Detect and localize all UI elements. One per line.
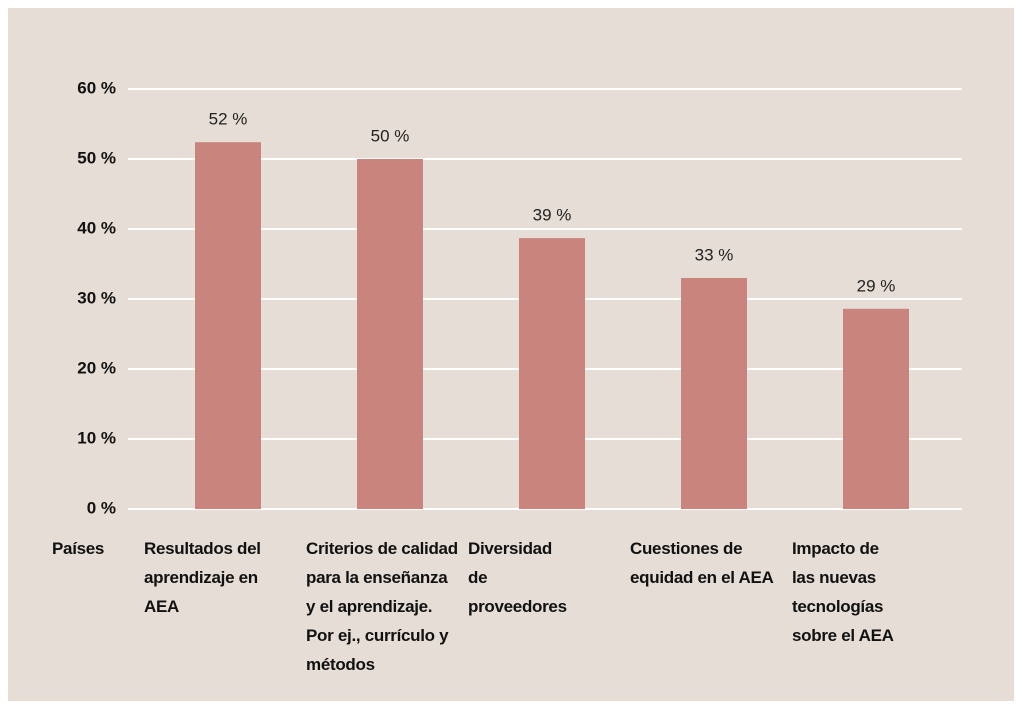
data-label: 29 % bbox=[857, 276, 896, 295]
x-tick-label: Cuestiones de equidad en el AEA bbox=[630, 539, 774, 587]
x-tick-label: Diversidad de proveedores bbox=[468, 539, 567, 616]
bar bbox=[519, 238, 585, 509]
data-label: 33 % bbox=[695, 245, 734, 264]
x-axis-label: Países bbox=[52, 539, 105, 558]
data-label: 39 % bbox=[533, 206, 572, 225]
x-tick-label: Resultados del aprendizaje en AEA bbox=[144, 539, 261, 616]
data-label: 50 % bbox=[371, 126, 410, 145]
y-tick-label: 10 % bbox=[77, 428, 116, 447]
bar bbox=[357, 159, 423, 509]
y-tick-label: 0 % bbox=[87, 498, 116, 517]
bar bbox=[843, 308, 909, 509]
y-tick-label: 40 % bbox=[77, 218, 116, 237]
bar bbox=[681, 278, 747, 509]
data-label: 52 % bbox=[209, 110, 248, 129]
bar bbox=[195, 142, 261, 509]
y-tick-label: 30 % bbox=[77, 288, 116, 307]
y-tick-label: 50 % bbox=[77, 148, 116, 167]
x-tick-label: Impacto de las nuevas tecnologías sobre … bbox=[792, 539, 894, 645]
y-tick-label: 20 % bbox=[77, 358, 116, 377]
x-tick-label: Criterios de calidad para la enseñanza y… bbox=[306, 539, 458, 674]
y-tick-label: 60 % bbox=[77, 78, 116, 97]
